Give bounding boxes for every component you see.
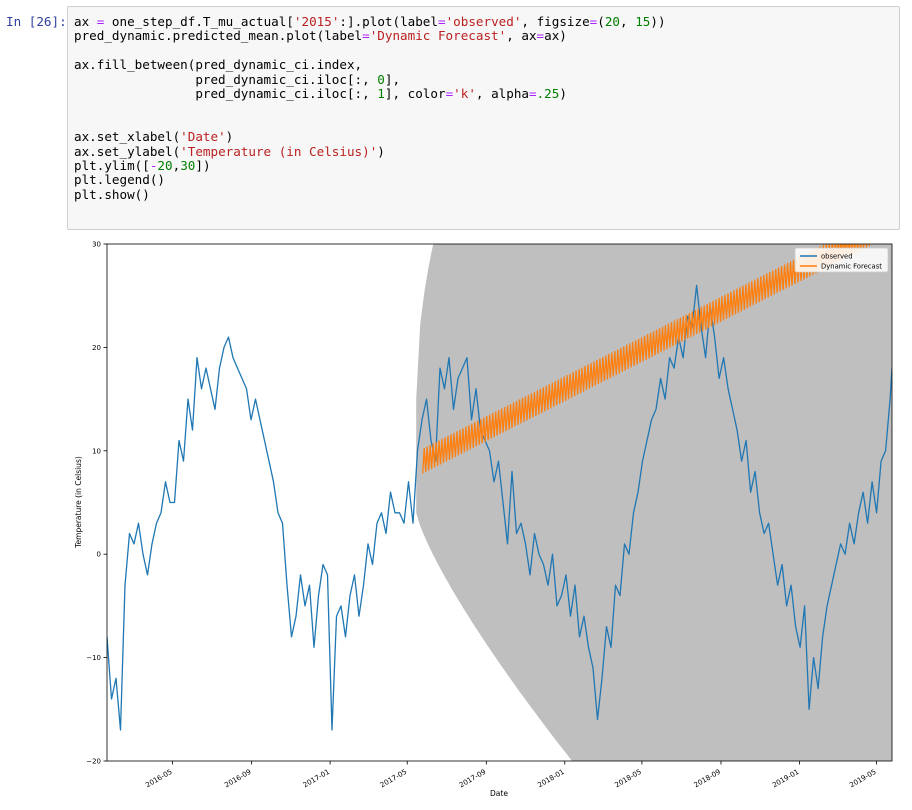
code-line: ax.set_xlabel('Date') [74,129,234,145]
axes-frame [106,243,893,762]
code-line: pred_dynamic_ci.iloc[:, 1], color='k', a… [74,86,567,102]
code-line: ax = one_step_df.T_mu_actual['2015':].pl… [74,14,666,29]
y-tick-label: 20 [92,344,101,352]
series-observed-line [107,284,892,731]
y-tick-label: −20 [86,758,101,766]
y-tick-label: 0 [97,551,101,559]
legend-entry: observed [821,252,853,260]
code-line: pred_dynamic_ci.iloc[:, 0], [74,71,401,87]
y-tick-label: 10 [92,447,101,455]
series-forecast-line [422,244,871,474]
x-axis-label: Date [490,789,508,798]
confidence-band [416,244,892,761]
code-line: pred_dynamic.predicted_mean.plot(label='… [74,28,567,44]
cell-output: −20 −10 0 10 20 30 2016-05 2016-09 2017-01 2017-… [67,236,907,806]
y-tick-label: 30 [92,241,101,249]
code-line: ax.fill_between(pred_dynamic_ci.index, [74,57,363,73]
code-line: plt.legend() [74,172,165,188]
code-text[interactable]: ax = one_step_df.T_mu_actual['2015':].pl… [74,14,666,202]
chart-legend: observed Dynamic Forecast [794,247,889,273]
legend-entry: Dynamic Forecast [821,262,882,270]
code-editor[interactable]: ax = one_step_df.T_mu_actual['2015':].pl… [67,6,900,230]
y-axis-label: Temperature (in Celsius) [74,456,83,549]
legend-box [794,247,889,273]
code-line: plt.show() [74,186,150,202]
figure-background [67,236,907,806]
cell-prompt: In [26]: [6,14,67,29]
code-line: ax.set_ylabel('Temperature (in Celsius)'… [74,143,385,159]
code-line: plt.ylim([-20,30]) [74,158,211,174]
y-tick-label: −10 [86,654,101,662]
